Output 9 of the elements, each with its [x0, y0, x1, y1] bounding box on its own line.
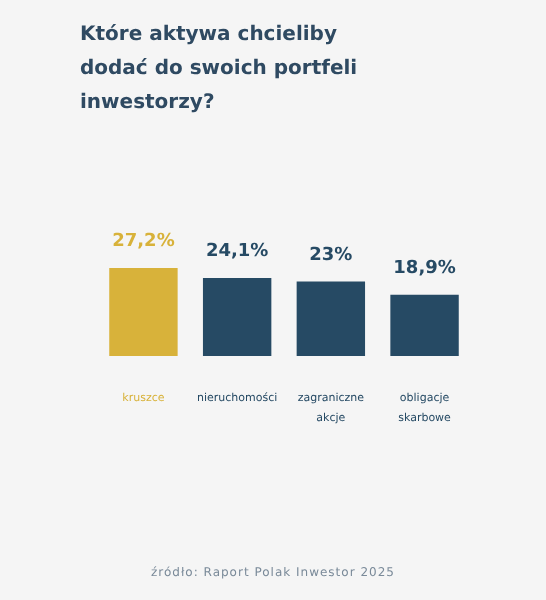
- bar: [109, 268, 178, 356]
- bar: [202, 278, 272, 356]
- data-label: 18,9%: [393, 258, 456, 279]
- bar: [390, 294, 459, 356]
- data-label: 27,2%: [112, 232, 175, 252]
- bar: [296, 281, 366, 356]
- data-label: 23%: [309, 245, 353, 266]
- chart-title: Które aktywa chcieliby dodać do swoich portfeli inwestorzy?: [80, 24, 358, 114]
- data-label: 24,1%: [205, 242, 269, 263]
